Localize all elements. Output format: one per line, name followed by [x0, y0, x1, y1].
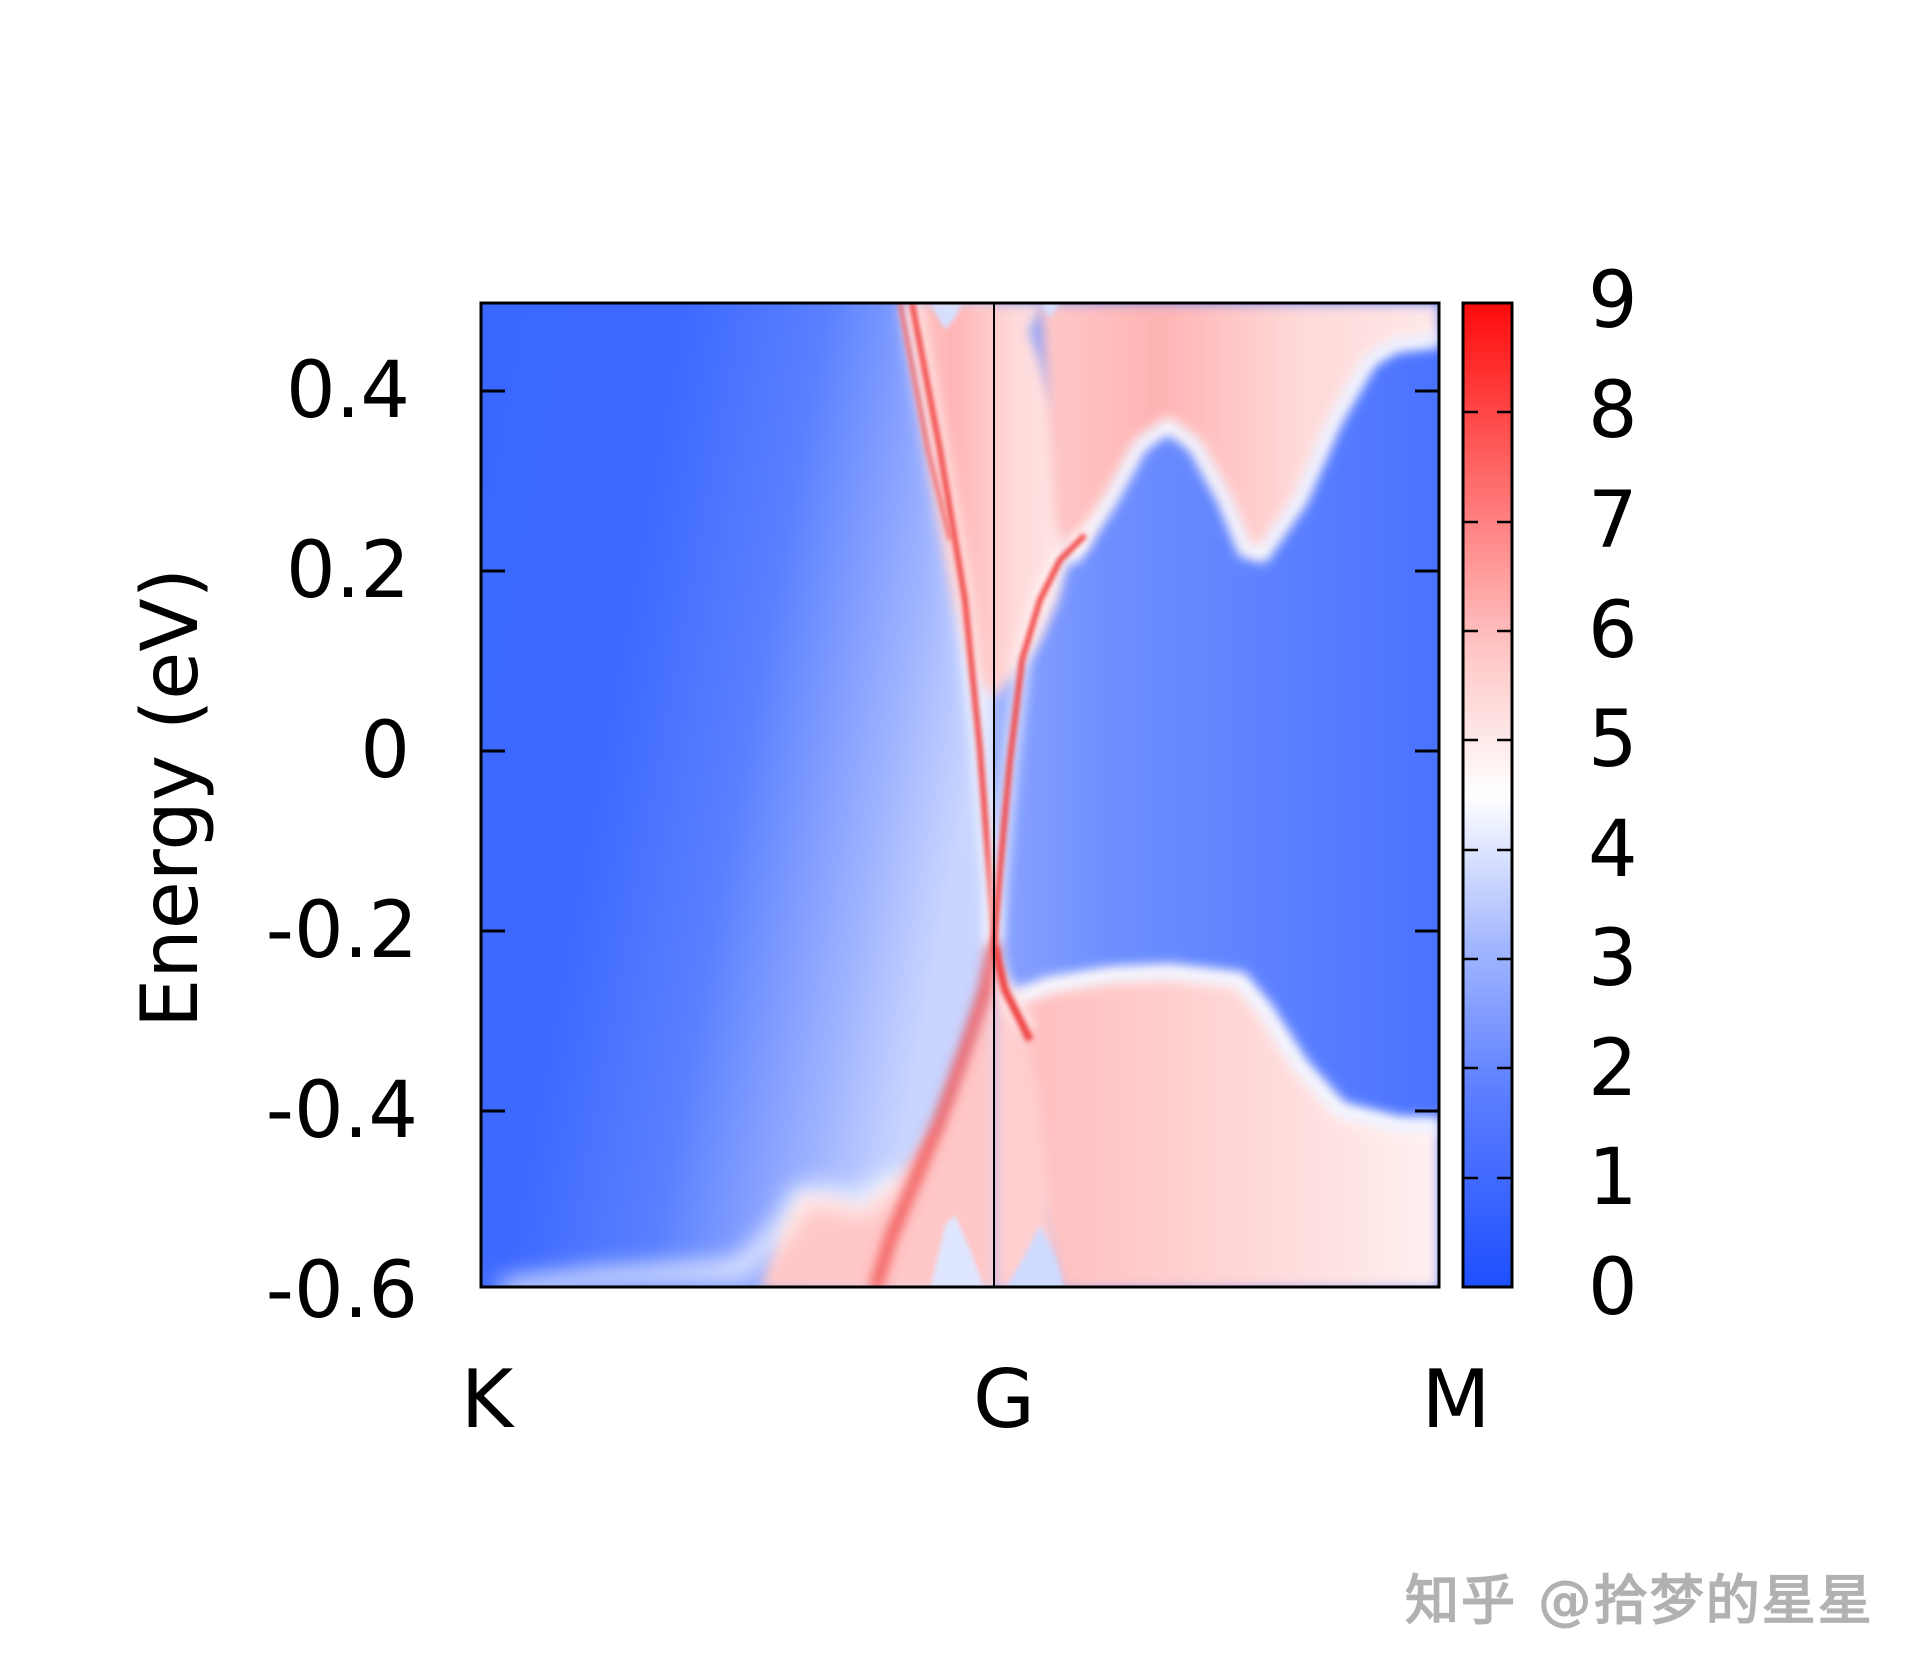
y-tick-label: -0.4 [265, 1066, 418, 1156]
colorbar-label: 5 [1588, 695, 1638, 785]
x-tick-label-g: G [973, 1353, 1035, 1446]
watermark: 知乎 @拾梦的星星 [1405, 1569, 1874, 1632]
heatmap-layers [482, 304, 1439, 1286]
colorbar-label: 7 [1588, 476, 1638, 566]
y-tick-label: 0.4 [285, 346, 410, 436]
colorbar-label: 1 [1588, 1133, 1638, 1223]
y-tick-label: 0 [360, 706, 410, 796]
colorbar-label: 6 [1588, 586, 1638, 676]
colorbar [1461, 301, 1514, 1289]
x-tick-label-k: K [460, 1353, 514, 1446]
colorbar-label: 0 [1588, 1243, 1638, 1333]
y-tick-label: -0.2 [265, 886, 418, 976]
x-tick-label-m: M [1421, 1353, 1491, 1446]
y-tick-label: 0.2 [285, 526, 410, 616]
colorbar-label: 2 [1588, 1024, 1638, 1114]
y-ticks [481, 389, 1439, 1113]
y-tick-label: -0.6 [265, 1246, 418, 1336]
colorbar-label: 9 [1588, 256, 1638, 346]
colorbar-label: 3 [1588, 914, 1638, 1004]
colorbar-label: 8 [1588, 366, 1638, 456]
colorbar-label: 4 [1588, 805, 1638, 895]
plot-frame [479, 301, 1441, 1289]
colorbar-ticks [1463, 410, 1512, 1180]
y-axis-title: Energy (eV) [126, 567, 216, 1028]
